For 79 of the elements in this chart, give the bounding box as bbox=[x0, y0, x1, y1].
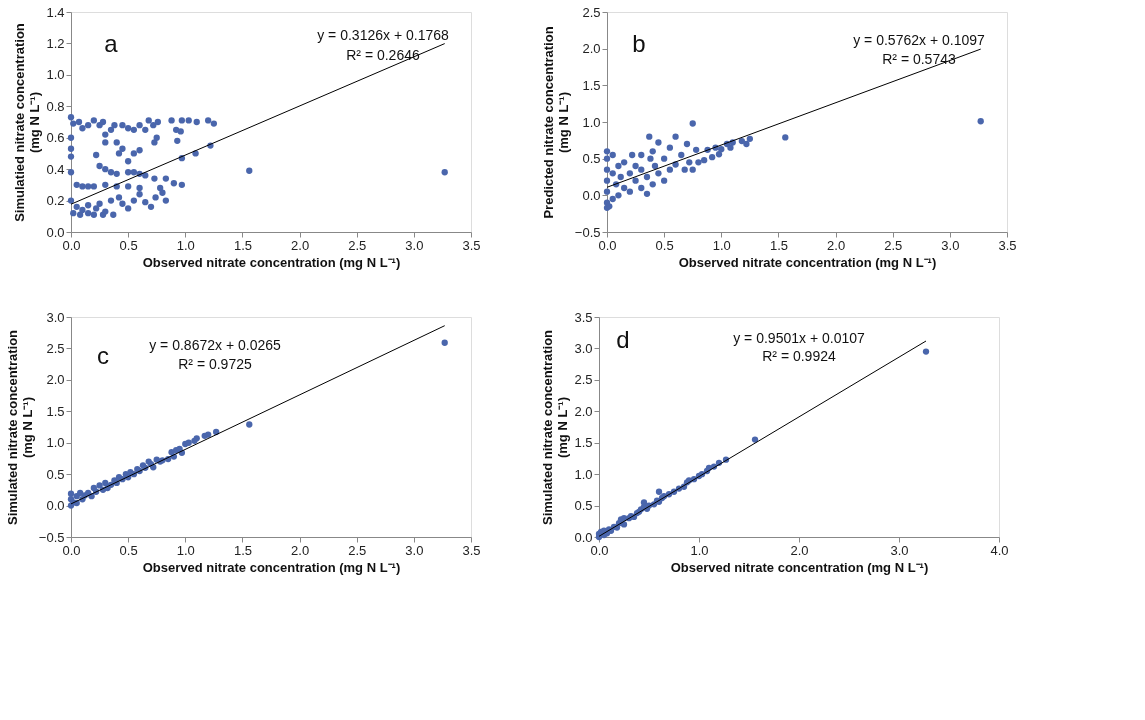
annotation: d bbox=[616, 326, 630, 354]
annotation: b bbox=[632, 30, 646, 57]
x-tick-label: 1.0 bbox=[690, 542, 709, 558]
annotation: R² = 0.9924 bbox=[762, 347, 836, 364]
y-tick-label: 2.5 bbox=[574, 372, 593, 388]
x-axis-title: Observed nitrate concentration (mg N L⁻¹) bbox=[142, 254, 401, 270]
x-axis-title: Observed nitrate concentration (mg N L⁻¹) bbox=[142, 559, 401, 575]
y-tick-label: 2.5 bbox=[582, 4, 601, 20]
x-tick-label: 1.0 bbox=[712, 237, 731, 253]
annotation: c bbox=[97, 341, 109, 369]
x-tick-label: 1.5 bbox=[233, 237, 252, 253]
x-tick-label: 0.5 bbox=[119, 237, 138, 253]
x-tick-label: 4.0 bbox=[990, 542, 1009, 558]
y-tick-label: 2.0 bbox=[582, 41, 601, 57]
x-tick-label: 2.0 bbox=[291, 237, 310, 253]
annotation: R² = 0.5743 bbox=[882, 51, 956, 68]
x-tick-label: 3.5 bbox=[462, 542, 481, 558]
y-tick-label: 2.0 bbox=[574, 403, 593, 419]
y-tick-label: 0.4 bbox=[46, 161, 65, 177]
y-tick-label: 3.5 bbox=[574, 309, 593, 325]
y-tick-label: 0.2 bbox=[46, 193, 65, 209]
x-tick-label: 3.5 bbox=[462, 237, 481, 253]
y-tick-label: 0.0 bbox=[46, 498, 65, 514]
y-tick-label: 0.5 bbox=[574, 498, 593, 514]
x-tick-label: 3.0 bbox=[890, 542, 909, 558]
y-tick-label: −0.5 bbox=[574, 224, 601, 240]
x-tick-label: 2.0 bbox=[790, 542, 809, 558]
y-tick-label: 1.4 bbox=[46, 4, 65, 20]
x-tick-label: 0.5 bbox=[655, 237, 674, 253]
annotation: y = 0.8672x + 0.0265 bbox=[149, 336, 281, 353]
x-tick-label: 3.0 bbox=[405, 542, 424, 558]
y-tick-label: 0.6 bbox=[46, 130, 65, 146]
x-tick-label: 2.5 bbox=[884, 237, 903, 253]
y-tick-label: 0.0 bbox=[574, 529, 593, 545]
y-tick-label: 0.5 bbox=[582, 151, 601, 167]
y-tick-label: 2.0 bbox=[46, 372, 65, 388]
x-tick-label: 0.0 bbox=[598, 237, 617, 253]
x-tick-label: 3.0 bbox=[405, 237, 424, 253]
annotation: a bbox=[104, 30, 119, 57]
y-axis-title: Simulated nitrate concentration (mg N L⁻¹) bbox=[4, 329, 35, 526]
annotation: y = 0.9501x + 0.0107 bbox=[733, 330, 865, 346]
x-tick-label: 1.0 bbox=[176, 237, 195, 253]
y-tick-label: −0.5 bbox=[38, 529, 65, 545]
x-tick-label: 1.5 bbox=[769, 237, 788, 253]
annotation: y = 0.5762x + 0.1097 bbox=[853, 31, 985, 48]
y-axis-title: Simulated nitrate concentration (mg N L⁻¹) bbox=[540, 329, 571, 526]
y-axis-title: Predicted nitrate concentration (mg N L⁻¹) bbox=[540, 26, 571, 219]
x-axis-title: Observed nitrate concentration (mg N L⁻¹) bbox=[678, 254, 937, 270]
y-tick-label: 1.0 bbox=[582, 114, 601, 130]
x-tick-label: 3.5 bbox=[998, 237, 1017, 253]
y-tick-label: 1.0 bbox=[46, 67, 65, 83]
y-tick-label: 0.0 bbox=[582, 187, 601, 203]
x-tick-label: 1.5 bbox=[233, 542, 252, 558]
x-tick-label: 2.0 bbox=[291, 542, 310, 558]
y-tick-label: 0.0 bbox=[46, 224, 65, 240]
annotation: R² = 0.9725 bbox=[178, 356, 252, 373]
y-axis-title: Simulatied nitrate concentration (mg N L⁻¹) bbox=[12, 23, 43, 222]
annotation: y = 0.3126x + 0.1768 bbox=[317, 27, 449, 44]
x-tick-label: 2.0 bbox=[827, 237, 846, 253]
x-tick-label: 2.5 bbox=[348, 237, 367, 253]
y-tick-label: 0.8 bbox=[46, 98, 65, 114]
x-tick-label: 3.0 bbox=[941, 237, 960, 253]
annotation: R² = 0.2646 bbox=[346, 47, 420, 63]
y-tick-label: 1.5 bbox=[574, 435, 593, 451]
y-tick-label: 2.5 bbox=[46, 340, 65, 356]
y-tick-label: 1.0 bbox=[574, 466, 593, 482]
x-tick-label: 0.0 bbox=[62, 542, 81, 558]
y-tick-label: 1.5 bbox=[46, 403, 65, 419]
y-tick-label: 1.5 bbox=[582, 77, 601, 93]
x-tick-label: 2.5 bbox=[348, 542, 367, 558]
x-tick-label: 0.5 bbox=[119, 542, 138, 558]
y-tick-label: 1.2 bbox=[46, 35, 65, 51]
y-tick-label: 3.0 bbox=[46, 309, 65, 325]
y-tick-label: 3.0 bbox=[574, 340, 593, 356]
x-axis-title: Observed nitrate concentration (mg N L⁻¹) bbox=[670, 559, 929, 575]
y-tick-label: 1.0 bbox=[46, 435, 65, 451]
y-tick-label: 0.5 bbox=[46, 466, 65, 482]
x-tick-label: 0.0 bbox=[62, 237, 81, 253]
x-tick-label: 1.0 bbox=[176, 542, 195, 558]
